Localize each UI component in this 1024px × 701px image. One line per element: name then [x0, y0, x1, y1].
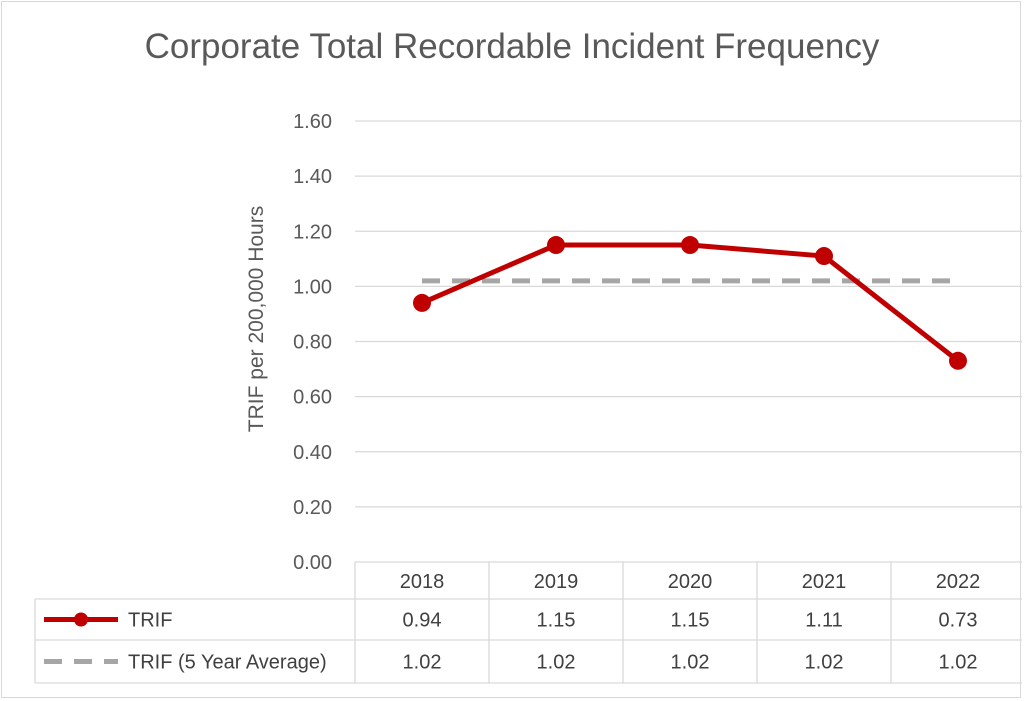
y-tick-label: 1.60 — [293, 111, 332, 133]
trif-point — [413, 293, 431, 312]
y-tick-label: 0.60 — [293, 387, 332, 409]
x-category-label: 2020 — [668, 571, 713, 593]
y-tick-label: 0.80 — [293, 332, 332, 354]
table-value-cell: 0.94 — [403, 610, 442, 632]
trif-point — [681, 236, 699, 255]
legend-series-name: TRIF (5 Year Average) — [128, 652, 327, 674]
table-value-cell: 1.11 — [805, 610, 842, 632]
y-tick-label: 1.40 — [293, 166, 332, 188]
y-axis-label: TRIF per 200,000 Hours — [245, 206, 268, 432]
y-tick-label: 0.40 — [293, 442, 332, 464]
trif-point — [815, 247, 833, 266]
table-value-cell: 1.02 — [537, 652, 576, 674]
y-tick-label: 0.00 — [293, 552, 332, 574]
trif-point — [547, 236, 565, 255]
y-tick-label: 1.20 — [293, 221, 332, 243]
table-value-cell: 1.02 — [403, 652, 442, 674]
table-value-cell: 1.02 — [939, 652, 978, 674]
x-category-label: 2018 — [400, 571, 445, 593]
legend-key-marker — [74, 612, 88, 627]
y-tick-label: 1.00 — [293, 276, 332, 298]
gridlines — [355, 120, 1022, 508]
table-value-cell: 1.15 — [537, 610, 576, 632]
table-value-cell: 1.02 — [805, 652, 844, 674]
x-category-label: 2021 — [802, 571, 847, 593]
y-tick-labels: 0.00 0.20 0.40 0.60 0.80 1.00 1.20 1.40 1.60 — [293, 111, 332, 574]
trif-line — [421, 242, 960, 363]
trif-point — [949, 351, 967, 370]
table-value-cell: 0.73 — [939, 610, 978, 632]
data-table: 2018 2019 2020 2021 2022 TRIF 0.94 1.15 1.15 1.11… — [34, 561, 1022, 684]
table-value-cell: 1.02 — [671, 652, 710, 674]
legend-series-name: TRIF — [128, 610, 172, 632]
x-category-label: 2022 — [936, 571, 981, 593]
table-value-cell: 1.15 — [671, 610, 710, 632]
chart-title: Corporate Total Recordable Incident Freq… — [145, 27, 880, 66]
y-tick-label: 0.20 — [293, 497, 332, 519]
x-category-label: 2019 — [534, 571, 579, 593]
series-layer — [413, 236, 967, 370]
